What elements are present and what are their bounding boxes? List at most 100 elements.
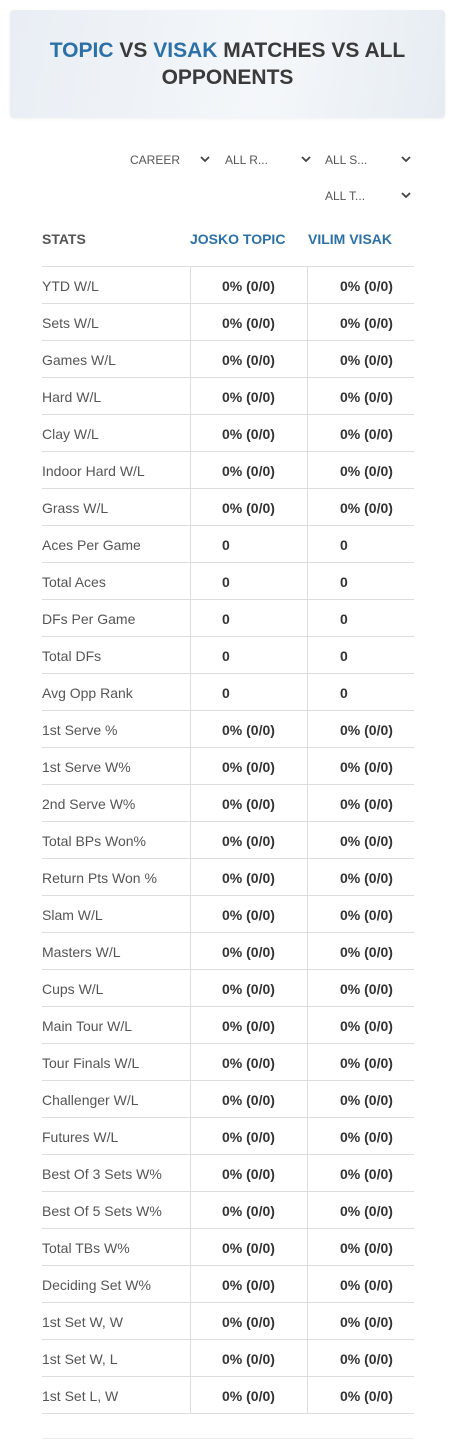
column-header: VILIM VISAK [308, 231, 393, 247]
stat-label: Total BPs Won% [42, 833, 147, 849]
stats-table: STATS JOSKO TOPIC VILIM VISAK YTD W/L 0% (0/… [42, 220, 414, 1414]
filter-select[interactable]: CAREER [130, 150, 210, 170]
table-row: Slam W/L 0% (0/0) 0% (0/0) [42, 896, 414, 933]
cell-divider [307, 785, 308, 821]
table-row: Games W/L 0% (0/0) 0% (0/0) [42, 341, 414, 378]
table-row: Futures W/L 0% (0/0) 0% (0/0) [42, 1118, 414, 1155]
table-row: Return Pts Won % 0% (0/0) 0% (0/0) [42, 859, 414, 896]
stat-value: 0% (0/0) [340, 981, 393, 997]
cell-divider [307, 378, 308, 414]
cell-divider [190, 1007, 191, 1043]
chevron [200, 156, 210, 163]
cell-divider [190, 1229, 191, 1265]
cell-divider [190, 896, 191, 932]
stat-label: Best Of 3 Sets W% [42, 1166, 162, 1182]
stat-value: 0% (0/0) [222, 1055, 275, 1071]
chevron [301, 156, 311, 163]
cell-divider [190, 489, 191, 525]
stat-value: 0% (0/0) [340, 1092, 393, 1108]
stat-label: Total Aces [42, 574, 106, 590]
table-row: 1st Serve W% 0% (0/0) 0% (0/0) [42, 748, 414, 785]
table-row: Total BPs Won% 0% (0/0) 0% (0/0) [42, 822, 414, 859]
table-row: Aces Per Game 0 0 [42, 526, 414, 563]
cell-divider [307, 896, 308, 932]
table-row: Masters W/L 0% (0/0) 0% (0/0) [42, 933, 414, 970]
chevron [401, 156, 411, 163]
stat-label: 1st Set L, W [42, 1388, 119, 1404]
cell-divider [307, 637, 308, 673]
cell-divider [190, 341, 191, 377]
stat-value: 0% (0/0) [340, 1314, 393, 1330]
player1: TOPIC [49, 39, 114, 62]
stat-label: Return Pts Won % [42, 870, 157, 886]
filter-label: ALL R... [225, 153, 268, 167]
stat-label: Tour Finals W/L [42, 1055, 140, 1071]
cell-divider [190, 1192, 191, 1228]
stat-label: Cups W/L [42, 981, 104, 997]
stat-value: 0% (0/0) [222, 833, 275, 849]
stat-label: Total TBs W% [42, 1240, 130, 1256]
table-row: 1st Serve % 0% (0/0) 0% (0/0) [42, 711, 414, 748]
stat-value: 0% (0/0) [222, 1018, 275, 1034]
cell-divider [307, 1007, 308, 1043]
stat-value: 0 [222, 648, 230, 664]
stat-label: Best Of 5 Sets W% [42, 1203, 162, 1219]
stat-label: 1st Serve % [42, 722, 118, 738]
cell-divider [190, 711, 191, 747]
cell-divider [190, 1303, 191, 1339]
filter-select[interactable]: ALL R... [225, 150, 311, 170]
cell-divider [307, 1044, 308, 1080]
stat-value: 0% (0/0) [222, 1129, 275, 1145]
stat-value: 0% (0/0) [340, 1277, 393, 1293]
chevron [401, 192, 411, 199]
cell-divider [190, 1340, 191, 1376]
stat-value: 0% (0/0) [340, 833, 393, 849]
table-row: Total TBs W% 0% (0/0) 0% (0/0) [42, 1229, 414, 1266]
stat-value: 0% (0/0) [340, 500, 393, 516]
stat-value: 0% (0/0) [222, 315, 275, 331]
cell-divider [190, 526, 191, 562]
table-row: Deciding Set W% 0% (0/0) 0% (0/0) [42, 1266, 414, 1303]
stat-label: Indoor Hard W/L [42, 463, 145, 479]
table-row: Total Aces 0 0 [42, 563, 414, 600]
stat-label: Hard W/L [42, 389, 102, 405]
header: TOPIC VS VISAK MATCHES VS ALL OPPONENTS [10, 10, 445, 118]
cell-divider [307, 933, 308, 969]
table-row: Indoor Hard W/L 0% (0/0) 0% (0/0) [42, 452, 414, 489]
cell-divider [307, 267, 308, 303]
stat-value: 0% (0/0) [340, 1055, 393, 1071]
stat-value: 0% (0/0) [340, 1129, 393, 1145]
table-row: 1st Set W, W 0% (0/0) 0% (0/0) [42, 1303, 414, 1340]
table-row: Sets W/L 0% (0/0) 0% (0/0) [42, 304, 414, 341]
filter-select[interactable]: ALL S... [325, 150, 411, 170]
stat-value: 0% (0/0) [222, 1092, 275, 1108]
stat-label: DFs Per Game [42, 611, 136, 627]
cell-divider [190, 563, 191, 599]
stat-value: 0% (0/0) [340, 796, 393, 812]
title: TOPIC VS VISAK MATCHES VS ALL OPPONENTS [30, 37, 425, 91]
stat-value: 0% (0/0) [222, 1203, 275, 1219]
stat-label: Futures W/L [42, 1129, 119, 1145]
cell-divider [190, 674, 191, 710]
column-header: STATS [42, 231, 86, 247]
stat-value: 0% (0/0) [222, 1166, 275, 1182]
stat-value: 0% (0/0) [222, 907, 275, 923]
cell-divider [307, 600, 308, 636]
stat-label: Aces Per Game [42, 537, 141, 553]
cell-divider [190, 1155, 191, 1191]
cell-divider [190, 933, 191, 969]
stat-value: 0% (0/0) [222, 944, 275, 960]
cell-divider [307, 452, 308, 488]
stat-value: 0 [340, 537, 348, 553]
stat-value: 0% (0/0) [222, 500, 275, 516]
stat-value: 0% (0/0) [222, 981, 275, 997]
stat-value: 0 [340, 574, 348, 590]
stat-value: 0% (0/0) [340, 278, 393, 294]
stat-value: 0% (0/0) [222, 1277, 275, 1293]
cell-divider [307, 711, 308, 747]
cell-divider [307, 970, 308, 1006]
filter-select[interactable]: ALL T... [325, 186, 411, 206]
stat-value: 0 [340, 648, 348, 664]
cell-divider [190, 1044, 191, 1080]
table-row: Best Of 5 Sets W% 0% (0/0) 0% (0/0) [42, 1192, 414, 1229]
